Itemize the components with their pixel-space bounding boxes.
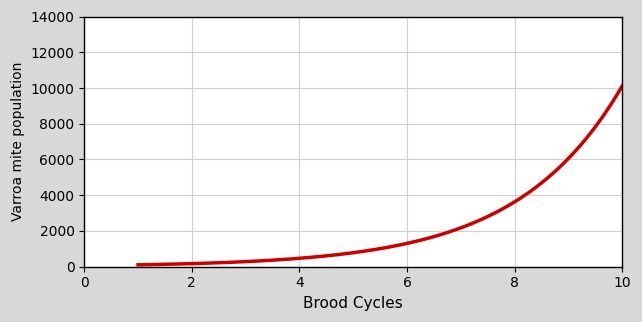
Y-axis label: Varroa mite population: Varroa mite population bbox=[11, 62, 25, 221]
X-axis label: Brood Cycles: Brood Cycles bbox=[303, 296, 403, 311]
